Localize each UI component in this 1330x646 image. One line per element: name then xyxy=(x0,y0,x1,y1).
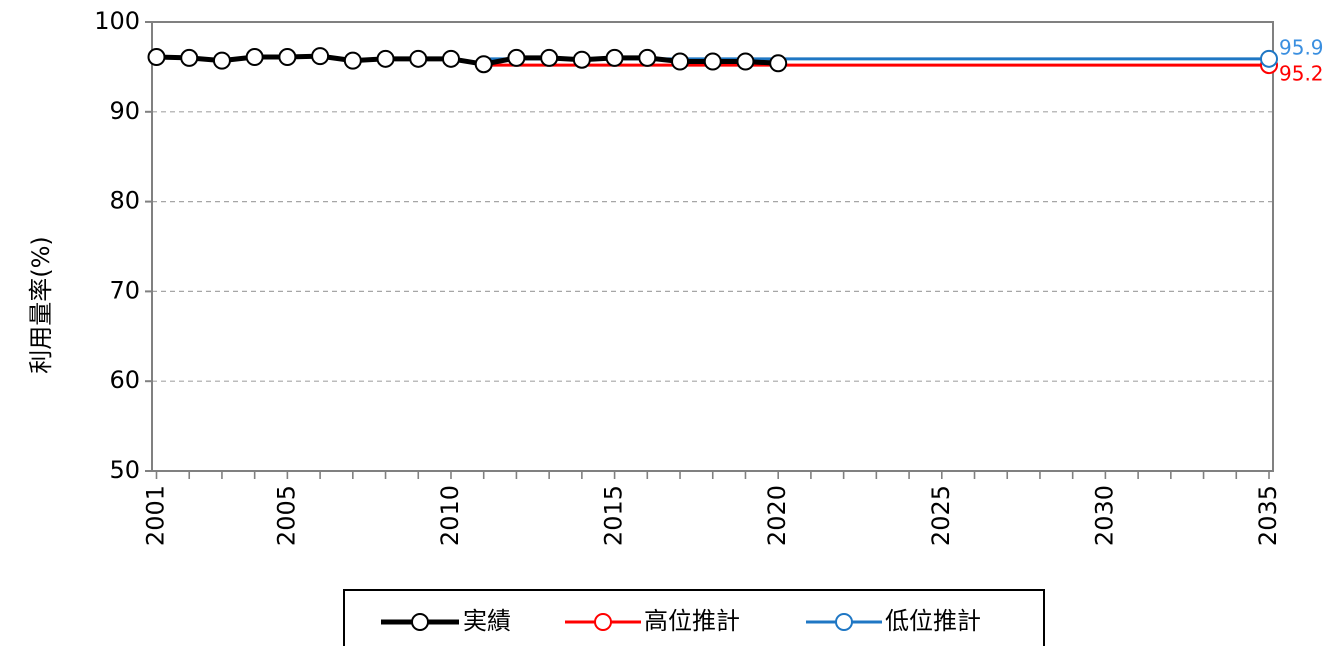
axes xyxy=(151,21,1274,472)
plot-frame xyxy=(151,21,1274,472)
y-tick-label: 90 xyxy=(109,97,140,125)
series-actual-point xyxy=(245,48,264,67)
x-tick-label: 2035 xyxy=(1254,485,1282,546)
series-actual-point xyxy=(343,51,362,70)
series-actual-point xyxy=(441,49,460,68)
x-axis-ticks: 2001 2005 2010 2015 2020 2025 2030 2035 xyxy=(142,471,1282,546)
y-tick-label: 80 xyxy=(109,187,140,215)
legend-box xyxy=(343,589,1045,646)
series-actual-point xyxy=(474,55,493,74)
series-actual-point xyxy=(180,48,199,67)
low-end-label: 95.9 xyxy=(1279,36,1324,60)
series-actual-point xyxy=(736,52,755,71)
grid-lines xyxy=(152,111,1273,382)
series-actual-point xyxy=(376,49,395,68)
x-tick-label: 2010 xyxy=(436,485,464,546)
series-actual-point xyxy=(605,48,624,67)
y-tick-label: 50 xyxy=(109,456,140,484)
y-axis-label: 利用量率(%) xyxy=(27,236,55,374)
series-actual-point xyxy=(278,48,297,67)
y-tick-label: 100 xyxy=(94,7,140,35)
legend-marker xyxy=(594,613,612,631)
series-actual-point xyxy=(311,47,330,66)
y-tick-label: 70 xyxy=(109,276,140,304)
x-tick-label: 2020 xyxy=(763,485,791,546)
series-actual-point xyxy=(409,49,428,68)
series-actual-point xyxy=(147,48,166,67)
legend: 実績 高位推計 低位推計 xyxy=(343,589,1045,646)
legend-marker xyxy=(411,613,429,631)
legend-label: 高位推計 xyxy=(644,607,740,635)
legend-marker xyxy=(835,613,853,631)
x-tick-label: 2001 xyxy=(142,485,170,546)
legend-label: 低位推計 xyxy=(885,607,981,635)
series-actual-point xyxy=(540,48,559,67)
x-tick-label: 2015 xyxy=(600,485,628,546)
x-tick-label: 2005 xyxy=(272,485,300,546)
series xyxy=(147,47,1278,75)
series-actual-point xyxy=(212,51,231,70)
series-low-point xyxy=(1260,49,1278,68)
series-actual-point xyxy=(507,48,526,67)
series-actual-point xyxy=(703,52,722,71)
y-tick-label: 60 xyxy=(109,366,140,394)
series-actual-point xyxy=(769,54,788,73)
y-axis-ticks: 50 60 70 80 90 100 xyxy=(94,7,152,484)
series-actual-point xyxy=(671,52,690,71)
x-tick-label: 2030 xyxy=(1090,485,1118,546)
high-end-label: 95.2 xyxy=(1279,62,1324,86)
series-actual-point xyxy=(572,50,591,69)
legend-label: 実績 xyxy=(463,607,511,635)
series-actual-point xyxy=(638,48,657,67)
end-labels: 95.995.2 xyxy=(1279,36,1324,86)
x-tick-label: 2025 xyxy=(927,485,955,546)
